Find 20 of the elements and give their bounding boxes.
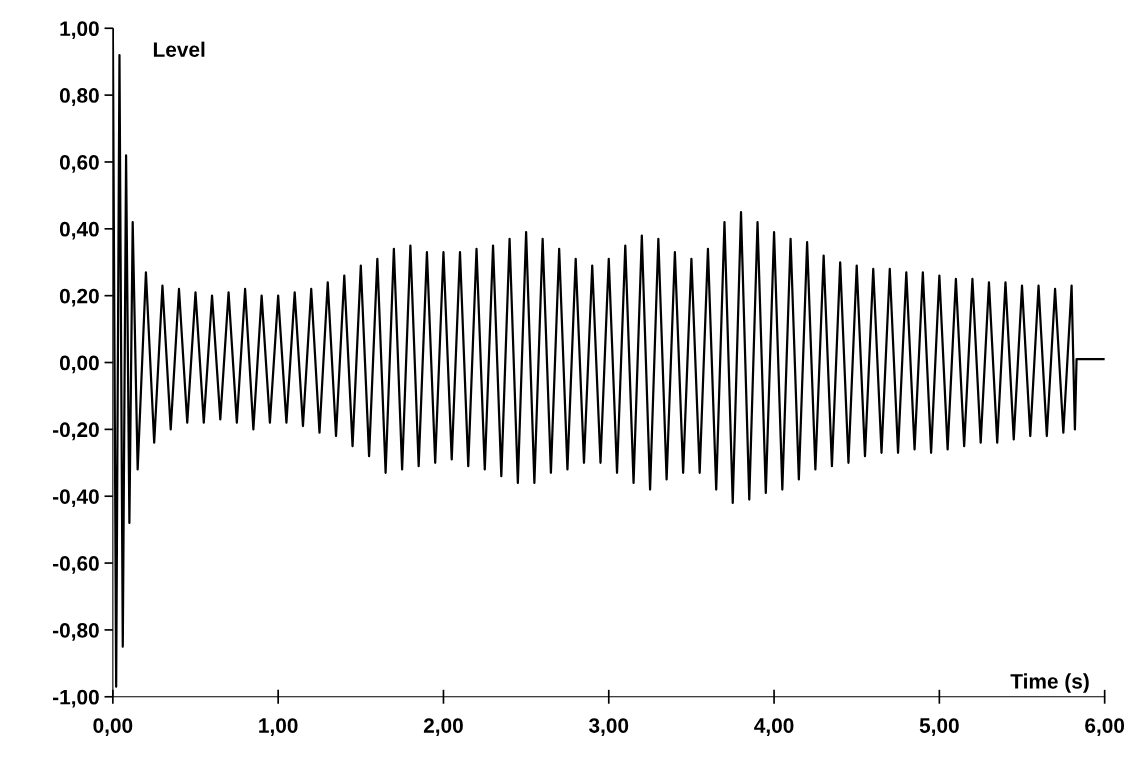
x-tick-label: 3,00 <box>588 718 629 736</box>
x-tick-label: 6,00 <box>1085 718 1125 736</box>
y-tick-label: 0,20 <box>59 288 99 307</box>
y-tick-label: 0,00 <box>59 355 99 374</box>
x-axis-title: Time (s) <box>1010 673 1089 693</box>
y-tick-label: 0,60 <box>59 154 99 173</box>
y-tick-label: -0,40 <box>53 489 99 507</box>
y-tick-label: 0,40 <box>59 221 99 240</box>
y-axis-title: Level <box>153 41 205 57</box>
y-tick-label: -1,00 <box>53 689 99 708</box>
y-tick-label: -0,80 <box>53 622 99 641</box>
x-tick-label: 0,00 <box>93 718 133 736</box>
x-tick-label: 4,00 <box>754 718 794 736</box>
x-tick-label: 2,00 <box>423 718 463 736</box>
x-tick-label: 1,00 <box>259 718 298 736</box>
y-tick-label: 0,80 <box>59 88 99 106</box>
x-tick-label: 5,00 <box>919 718 959 736</box>
y-tick-label: -0,20 <box>53 422 99 441</box>
y-tick-label: 1,00 <box>60 21 99 40</box>
y-tick-label: -0,60 <box>53 556 99 574</box>
